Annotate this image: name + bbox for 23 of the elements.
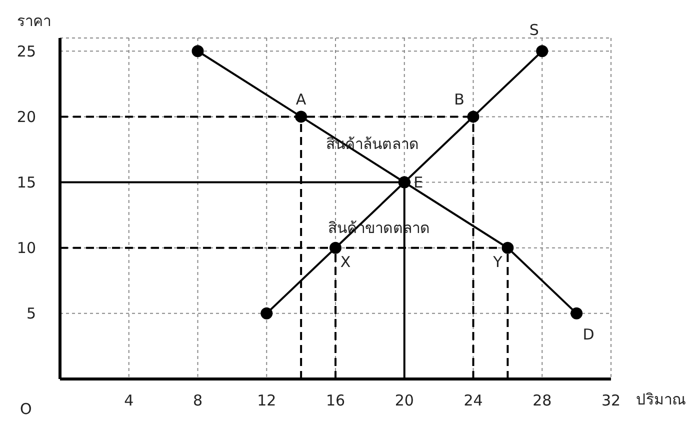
y-tick-label: 10 — [16, 239, 36, 258]
x-tick-label: 24 — [464, 392, 483, 410]
x-tick-label: 16 — [326, 392, 346, 410]
text: O — [20, 400, 32, 418]
y-axis-title: ราคา — [17, 12, 51, 30]
x-tick-label: 4 — [124, 392, 134, 410]
x-tick-label: 12 — [257, 392, 276, 410]
y-tick-label: 5 — [26, 304, 36, 323]
annotation: X — [340, 252, 351, 271]
annotation: S — [529, 21, 539, 40]
annotation: Y — [492, 252, 504, 271]
x-tick-label: 20 — [394, 392, 414, 410]
annotation: E — [414, 173, 424, 192]
x-tick-label: 8 — [192, 392, 203, 410]
annotation: B — [454, 90, 464, 109]
y-tick-label: 25 — [16, 42, 36, 60]
annotation: D — [582, 325, 594, 344]
x-tick-label: 32 — [601, 392, 621, 410]
x-axis-title: ปริมาณ — [636, 390, 686, 408]
annotation: A — [296, 90, 307, 109]
y-tick-label: 20 — [16, 108, 36, 126]
y-tick-label: 15 — [16, 174, 36, 192]
x-tick-label: 28 — [532, 392, 552, 410]
